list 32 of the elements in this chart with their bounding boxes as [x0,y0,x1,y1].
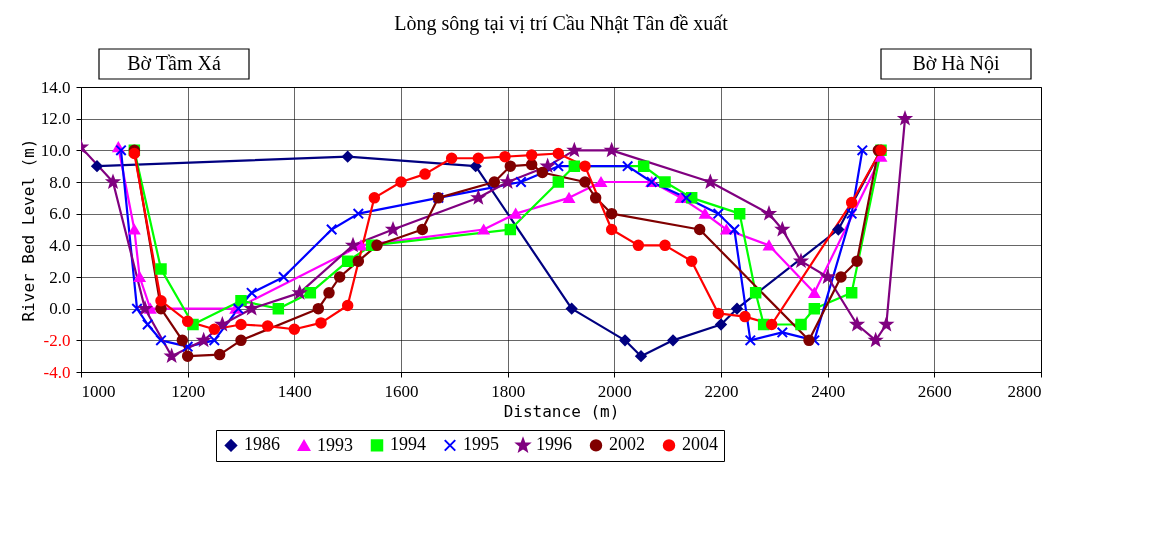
y-tick-label: 14.0 [40,77,71,97]
x-tick-label: 1600 [384,381,419,401]
x-tick-label: 1400 [277,381,312,401]
x-tick-label: 1200 [171,381,206,401]
x-tick-label: 2800 [1007,381,1042,401]
chart-title: Lòng sông tại vị trí Cầu Nhật Tân đề xuất [394,12,729,36]
x-tick-label: 2400 [811,381,846,401]
x-tick-label: 1000 [81,381,116,401]
y-tick-label: 0.0 [49,299,71,319]
x-tick-label: 2200 [704,381,739,401]
y-tick-label: 4.0 [49,235,71,255]
y-tick-label: 6.0 [49,204,71,224]
x-axis-title: Distance (m) [503,401,620,421]
legend-label: 1996 [536,434,572,455]
y-tick-label: -4.0 [43,362,71,382]
y-tick-label: 10.0 [40,140,71,160]
legend-label: 2002 [609,434,645,455]
legend-label: 1995 [463,434,499,455]
x-tick-label: 2600 [917,381,952,401]
x-tick-label: 2000 [597,381,632,401]
text: Bờ Tầm Xá [127,52,221,74]
y-tick-label: -2.0 [43,330,71,350]
x-tick-label: 1800 [491,381,526,401]
legend-label: 1986 [244,434,280,455]
y-tick-label: 8.0 [49,172,71,192]
legend-label: 2004 [682,434,718,455]
text: Bờ Hà Nội [912,52,1001,74]
legend-label: 1993 [317,434,353,455]
y-axis-title: River Bed Level (m) [18,138,38,322]
y-tick-label: 2.0 [49,267,71,287]
legend-label: 1994 [390,434,426,455]
y-tick-label: 12.0 [40,109,71,129]
